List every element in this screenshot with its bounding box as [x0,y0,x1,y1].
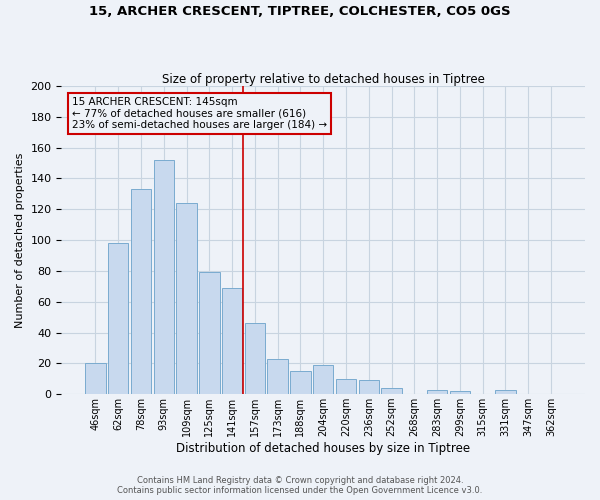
Bar [495,390,515,394]
Bar [449,391,470,394]
Bar [313,365,334,394]
Bar [222,288,242,394]
Y-axis label: Number of detached properties: Number of detached properties [15,152,25,328]
Bar [381,388,402,394]
Bar [199,272,220,394]
Bar [290,371,311,394]
Bar [336,379,356,394]
X-axis label: Distribution of detached houses by size in Tiptree: Distribution of detached houses by size … [176,442,470,455]
Bar [359,380,379,394]
Bar [427,390,448,394]
Bar [131,189,151,394]
Bar [154,160,174,394]
Text: 15, ARCHER CRESCENT, TIPTREE, COLCHESTER, CO5 0GS: 15, ARCHER CRESCENT, TIPTREE, COLCHESTER… [89,5,511,18]
Text: Contains HM Land Registry data © Crown copyright and database right 2024.
Contai: Contains HM Land Registry data © Crown c… [118,476,482,495]
Bar [176,203,197,394]
Bar [85,364,106,394]
Bar [108,243,128,394]
Text: 15 ARCHER CRESCENT: 145sqm
← 77% of detached houses are smaller (616)
23% of sem: 15 ARCHER CRESCENT: 145sqm ← 77% of deta… [72,97,327,130]
Title: Size of property relative to detached houses in Tiptree: Size of property relative to detached ho… [162,73,485,86]
Bar [245,324,265,394]
Bar [268,358,288,394]
